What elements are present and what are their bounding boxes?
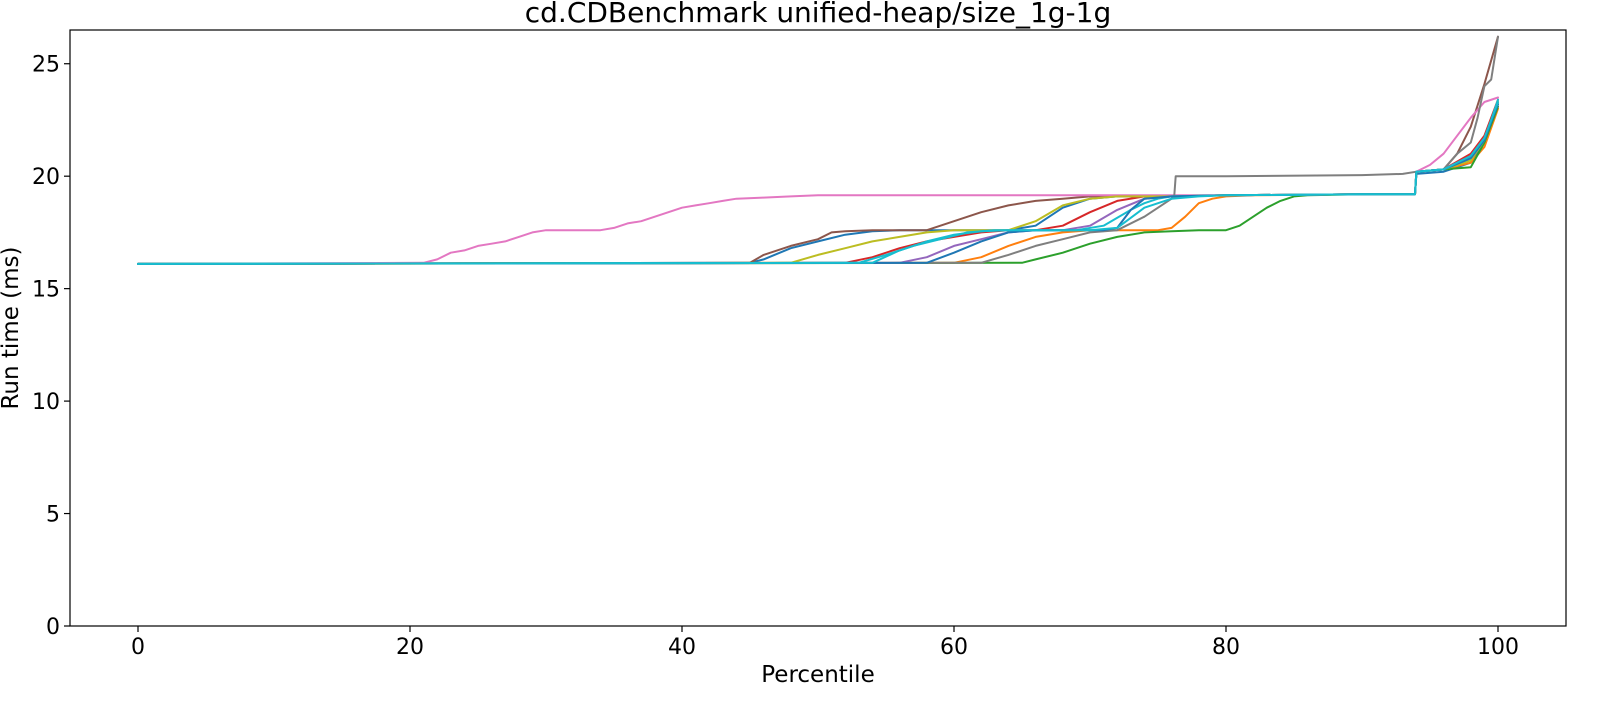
x-tick-label: 20 bbox=[396, 635, 424, 660]
x-tick-label: 80 bbox=[1212, 635, 1240, 660]
x-tick-label: 40 bbox=[668, 635, 696, 660]
x-tick-label: 100 bbox=[1477, 635, 1519, 660]
x-tick-label: 60 bbox=[940, 635, 968, 660]
plot-frame bbox=[69, 29, 1567, 627]
y-tick-label: 15 bbox=[32, 278, 60, 303]
series-line-3 bbox=[137, 105, 1499, 265]
y-tick-label: 25 bbox=[32, 53, 60, 78]
y-tick-label: 0 bbox=[46, 615, 60, 640]
series-line-1 bbox=[137, 101, 1499, 265]
series-lines bbox=[137, 35, 1499, 265]
series-line-8 bbox=[137, 35, 1499, 265]
series-line-6 bbox=[137, 35, 1499, 265]
x-axis: 0 20 40 60 80 100 bbox=[131, 626, 1519, 660]
y-axis: 0 5 10 15 20 25 bbox=[32, 53, 70, 640]
x-axis-label: Percentile bbox=[761, 662, 874, 688]
y-tick-label: 10 bbox=[32, 390, 60, 415]
chart-title: cd.CDBenchmark unified-heap/size_1g-1g bbox=[525, 0, 1111, 29]
y-axis-label: Run time (ms) bbox=[0, 246, 24, 409]
y-tick-label: 20 bbox=[32, 165, 60, 190]
series-line-12 bbox=[137, 101, 1499, 265]
x-tick-label: 0 bbox=[131, 635, 145, 660]
y-tick-label: 5 bbox=[46, 503, 60, 528]
